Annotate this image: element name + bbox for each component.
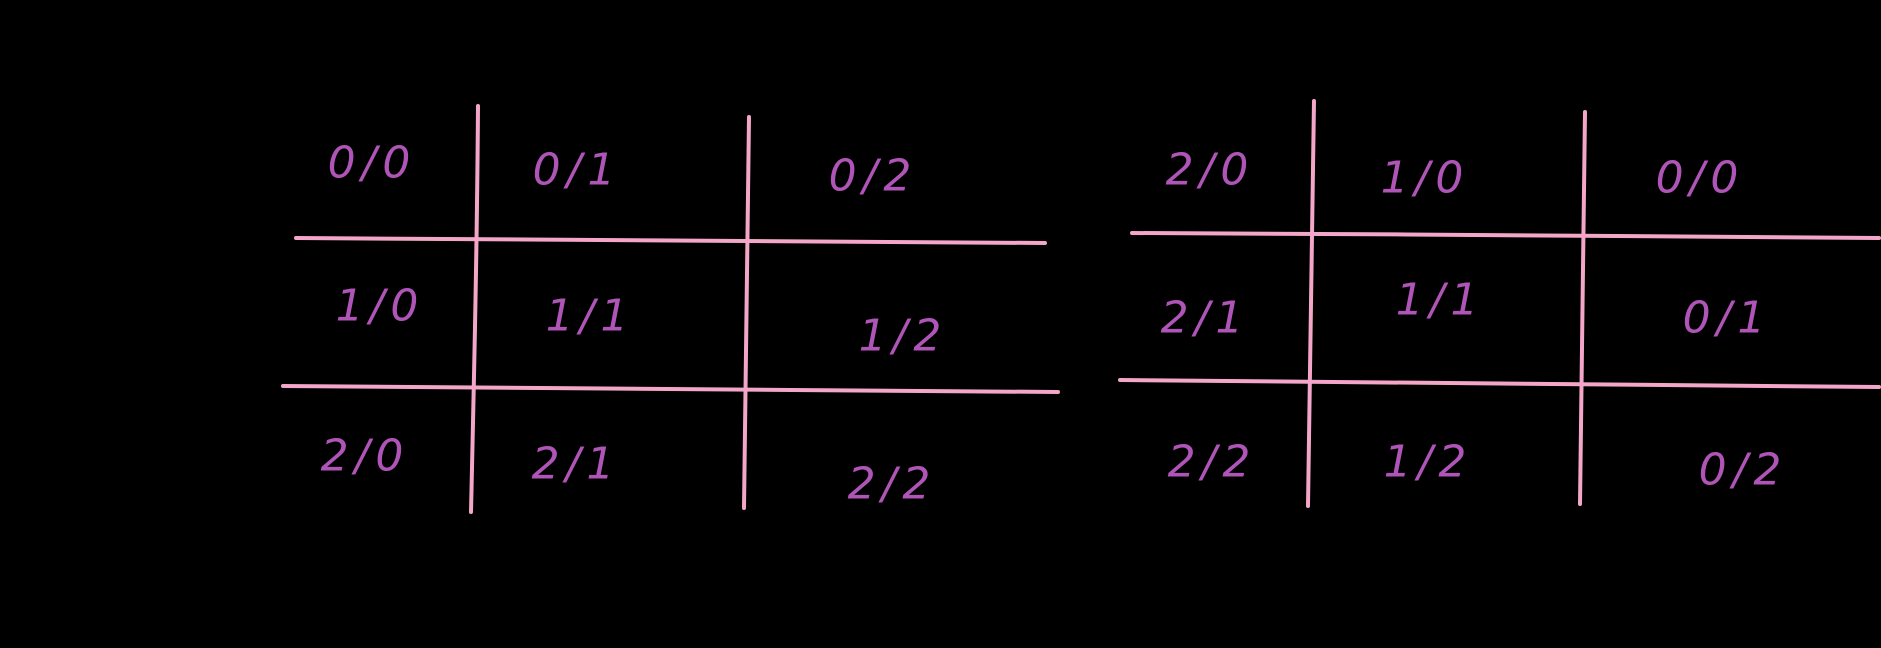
- right-grid-cell-r0-c0: 2/0: [1166, 145, 1255, 196]
- left-grid-cell-r0-c2: 0/2: [829, 151, 918, 202]
- left-grid-horizontal-line-1: [294, 236, 1047, 245]
- right-grid-cell-r1-c2: 0/1: [1683, 293, 1772, 344]
- right-grid-cell-r2-c1: 1/2: [1384, 437, 1473, 488]
- right-grid: 2/0 1/0 0/0 2/1 1/1 0/1 2/2 1/2 0/2: [1118, 99, 1881, 508]
- right-grid-cell-r1-c0: 2/1: [1161, 293, 1250, 344]
- right-grid-cell-r0-c1: 1/0: [1381, 153, 1470, 204]
- right-grid-vertical-line-2: [1578, 110, 1587, 506]
- left-grid-cell-r0-c1: 0/1: [533, 145, 622, 196]
- right-grid-horizontal-line-1: [1130, 231, 1881, 240]
- right-grid-horizontal-line-2: [1118, 378, 1881, 389]
- left-grid: 0/0 0/1 0/2 1/0 1/1 1/2 2/0 2/1 2/2: [281, 104, 1060, 514]
- left-grid-cell-r2-c0: 2/0: [321, 431, 410, 482]
- right-grid-cell-r1-c1: 1/1: [1396, 275, 1485, 326]
- right-grid-cell-r2-c2: 0/2: [1699, 445, 1788, 496]
- left-grid-cell-r1-c2: 1/2: [859, 311, 948, 362]
- right-grid-vertical-line-1: [1306, 99, 1316, 508]
- left-grid-horizontal-line-2: [281, 384, 1060, 394]
- right-grid-cell-r2-c0: 2/2: [1168, 437, 1257, 488]
- left-grid-cell-r2-c1: 2/1: [532, 439, 621, 490]
- left-grid-cell-r2-c2: 2/2: [848, 459, 937, 510]
- left-grid-cell-r1-c1: 1/1: [546, 291, 635, 342]
- left-grid-vertical-line-2: [742, 115, 751, 510]
- right-grid-cell-r0-c2: 0/0: [1656, 153, 1745, 204]
- left-grid-cell-r1-c0: 1/0: [336, 281, 425, 332]
- left-grid-vertical-line-1: [469, 104, 480, 514]
- left-grid-cell-r0-c0: 0/0: [328, 138, 417, 189]
